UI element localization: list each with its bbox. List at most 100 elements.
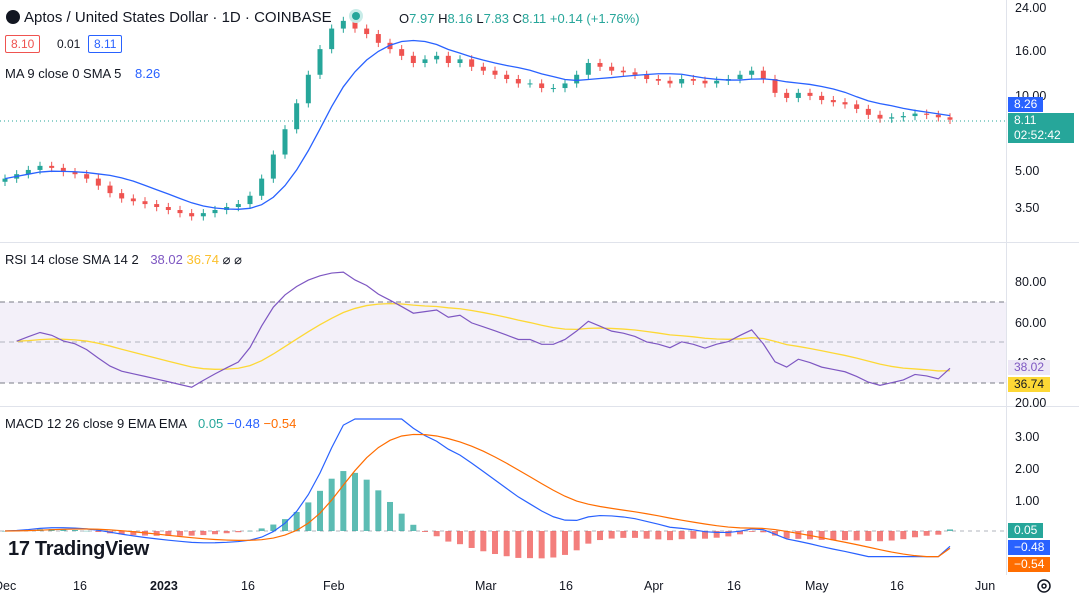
rsi-line xyxy=(16,271,951,388)
macd-hist-bar xyxy=(410,524,417,531)
candle xyxy=(84,174,90,179)
candle xyxy=(37,165,43,170)
candle xyxy=(375,34,381,43)
candle xyxy=(200,213,206,217)
macd-hist-bar xyxy=(585,531,592,544)
macd-hist-bar xyxy=(620,531,627,538)
macd-hist-bar xyxy=(363,479,370,531)
rsi-legend-sma: 36.74 xyxy=(186,252,220,267)
macd-hist-bar xyxy=(60,529,67,531)
rsi-legend[interactable]: RSI 14 close SMA 14 2 38.02 36.74 ⌀ ⌀ xyxy=(5,252,242,268)
macd-hist-bar xyxy=(923,531,930,536)
candle xyxy=(749,70,755,75)
rsi-sma-line xyxy=(16,302,951,372)
candle xyxy=(177,210,183,214)
candle xyxy=(772,79,778,93)
macd-hist-bar xyxy=(340,471,347,531)
candle xyxy=(457,59,463,63)
time-tick: Jun xyxy=(975,579,995,593)
candle xyxy=(189,213,195,217)
candle xyxy=(25,169,31,175)
time-axis[interactable]: Dec 16 2023 16 Feb Mar 16 Apr 16 May 16 … xyxy=(0,579,995,593)
macd-line xyxy=(4,418,951,558)
candle xyxy=(235,204,241,207)
candle xyxy=(492,70,498,75)
buy-price-button[interactable]: 8.11 xyxy=(88,35,123,53)
macd-hist-bar xyxy=(818,531,825,540)
candle xyxy=(795,92,801,98)
settings-gear-icon[interactable] xyxy=(1037,579,1051,593)
macd-hist-bar xyxy=(153,531,160,536)
macd-hist-bar xyxy=(795,531,802,539)
candle xyxy=(422,59,428,63)
macd-hist-bar xyxy=(713,531,720,538)
candle xyxy=(387,42,393,50)
macd-signal-tag: −0.54 xyxy=(1008,557,1051,572)
price-tick: 5.00 xyxy=(1015,164,1039,178)
candle xyxy=(609,66,615,71)
macd-histogram xyxy=(2,471,953,559)
high-value: 8.16 xyxy=(447,11,473,26)
candle xyxy=(399,49,405,56)
macd-legend-signal: −0.54 xyxy=(263,416,297,431)
ma-legend-label: MA 9 close 0 SMA 5 xyxy=(5,66,122,81)
macd-hist-bar xyxy=(632,531,638,538)
candle xyxy=(585,62,591,75)
macd-legend[interactable]: MACD 12 26 close 9 EMA EMA 0.05 −0.48 −0… xyxy=(5,416,296,431)
macd-hist-bar xyxy=(468,531,475,548)
sell-price-button[interactable]: 8.10 xyxy=(5,35,41,53)
candle xyxy=(807,92,813,96)
macd-hist-bar xyxy=(842,531,848,541)
tradingview-logo[interactable]: 17 TradingView xyxy=(8,538,150,560)
macd-hist-bar xyxy=(165,531,172,536)
candle xyxy=(714,80,720,84)
candle xyxy=(737,74,743,80)
macd-hist-bar xyxy=(748,531,755,532)
macd-hist-bar xyxy=(912,531,918,538)
candle xyxy=(352,20,358,29)
time-tick: 16 xyxy=(73,579,87,593)
macd-hist-bar xyxy=(200,531,207,536)
low-value: 7.83 xyxy=(483,11,509,26)
candle xyxy=(282,129,288,155)
candle xyxy=(154,204,160,207)
symbol-title: Aptos / United States Dollar · 1D · COIN… xyxy=(24,9,332,26)
candle xyxy=(644,74,650,80)
candle xyxy=(924,113,930,115)
macd-hist-bar xyxy=(258,528,265,531)
candle xyxy=(854,104,860,109)
candle xyxy=(597,62,603,67)
candle xyxy=(865,108,871,115)
time-tick: 16 xyxy=(241,579,255,593)
macd-hist-bar xyxy=(678,531,685,540)
macd-hist-bar xyxy=(95,531,102,533)
rsi-legend-value: 38.02 xyxy=(150,252,183,267)
candle xyxy=(655,79,661,81)
candle xyxy=(480,66,486,71)
ma-legend[interactable]: MA 9 close 0 SMA 5 8.26 xyxy=(5,66,160,81)
symbol-header[interactable]: Aptos / United States Dollar · 1D · COIN… xyxy=(6,9,368,26)
macd-hist-bar xyxy=(947,529,953,531)
candle xyxy=(107,185,113,194)
candle xyxy=(690,79,696,81)
candle xyxy=(49,165,55,168)
rsi-legend-label: RSI 14 close SMA 14 2 xyxy=(5,252,139,267)
candles-group xyxy=(2,16,953,221)
candle xyxy=(2,178,8,182)
candle xyxy=(469,59,475,67)
macd-hist-bar xyxy=(422,531,428,532)
macd-tick: 1.00 xyxy=(1015,494,1039,508)
macd-hist-bar xyxy=(375,490,382,531)
candle xyxy=(445,55,451,63)
candle xyxy=(947,117,953,120)
macd-hist-bar xyxy=(305,502,312,531)
candle xyxy=(95,178,101,186)
macd-hist-bar xyxy=(877,531,883,542)
ma-line xyxy=(4,39,951,210)
ohlc-values: O7.97 H8.16 L7.83 C8.11 +0.14 (+1.76%) xyxy=(399,11,640,26)
macd-hist-bar xyxy=(830,531,837,541)
candle xyxy=(562,83,568,89)
macd-hist-bar xyxy=(457,531,463,545)
macd-hist-bar xyxy=(900,531,907,540)
